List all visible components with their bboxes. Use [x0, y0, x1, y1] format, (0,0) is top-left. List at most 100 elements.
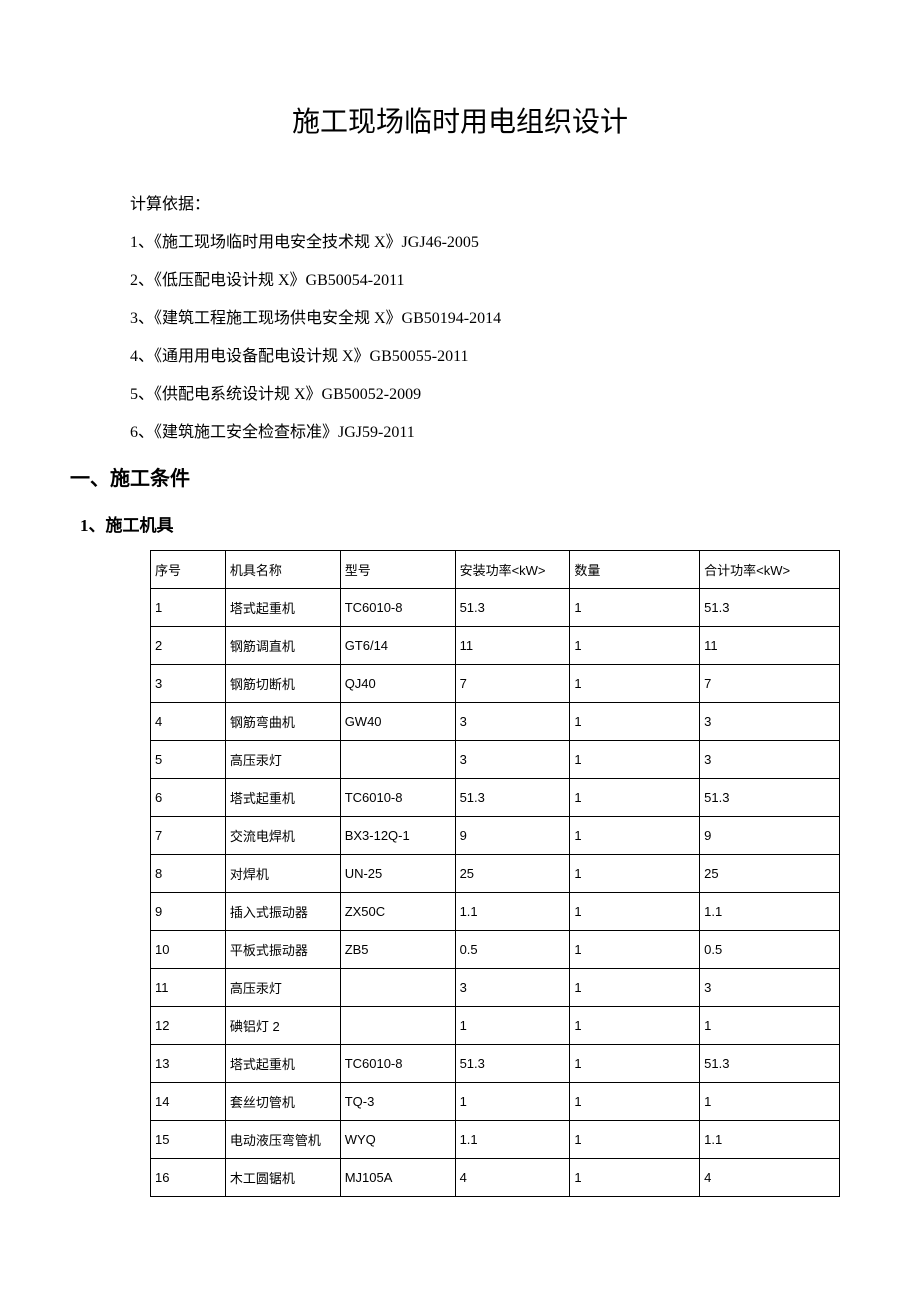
table-cell: 钢筋弯曲机	[225, 703, 340, 741]
table-cell: 1	[570, 779, 700, 817]
table-cell: ZB5	[340, 931, 455, 969]
table-cell: TQ-3	[340, 1083, 455, 1121]
table-cell: 51.3	[455, 589, 570, 627]
table-cell: 电动液压弯管机	[225, 1121, 340, 1159]
table-cell	[340, 1007, 455, 1045]
table-cell: MJ105A	[340, 1159, 455, 1197]
table-cell: 木工圆锯机	[225, 1159, 340, 1197]
table-row: 6塔式起重机TC6010-851.3151.3	[151, 779, 840, 817]
table-row: 15电动液压弯管机WYQ1.111.1	[151, 1121, 840, 1159]
table-cell: 1	[570, 1045, 700, 1083]
table-cell: 3	[455, 741, 570, 779]
table-cell: 碘铝灯 2	[225, 1007, 340, 1045]
table-cell: 3	[455, 969, 570, 1007]
table-cell: 套丝切管机	[225, 1083, 340, 1121]
table-cell: 1.1	[455, 1121, 570, 1159]
table-cell: 塔式起重机	[225, 1045, 340, 1083]
table-cell: 13	[151, 1045, 226, 1083]
table-cell: 51.3	[700, 589, 840, 627]
table-header-row: 序号 机具名称 型号 安装功率<kW> 数量 合计功率<kW>	[151, 551, 840, 589]
basis-label: 计算依据：	[130, 190, 840, 214]
table-cell: TC6010-8	[340, 589, 455, 627]
table-cell: 25	[700, 855, 840, 893]
col-header-qty: 数量	[570, 551, 700, 589]
col-header-total: 合计功率<kW>	[700, 551, 840, 589]
table-cell: 7	[455, 665, 570, 703]
table-cell: 5	[151, 741, 226, 779]
table-cell: UN-25	[340, 855, 455, 893]
table-cell: 12	[151, 1007, 226, 1045]
table-cell: 4	[151, 703, 226, 741]
table-cell: 1	[570, 665, 700, 703]
table-cell: 8	[151, 855, 226, 893]
table-cell: 0.5	[700, 931, 840, 969]
table-cell: TC6010-8	[340, 779, 455, 817]
table-cell: 3	[700, 703, 840, 741]
table-cell: 16	[151, 1159, 226, 1197]
section-1-heading: 一、施工条件	[70, 462, 840, 491]
table-cell: 1	[570, 1159, 700, 1197]
table-cell: 10	[151, 931, 226, 969]
table-cell: BX3-12Q-1	[340, 817, 455, 855]
table-cell: TC6010-8	[340, 1045, 455, 1083]
table-cell: 1	[570, 741, 700, 779]
table-cell: 钢筋切断机	[225, 665, 340, 703]
table-cell: 1	[700, 1007, 840, 1045]
table-cell: GT6/14	[340, 627, 455, 665]
table-row: 11高压汞灯313	[151, 969, 840, 1007]
table-cell: 1	[570, 817, 700, 855]
table-cell: 25	[455, 855, 570, 893]
table-cell: 1	[151, 589, 226, 627]
table-cell: WYQ	[340, 1121, 455, 1159]
table-cell	[340, 741, 455, 779]
table-cell: ZX50C	[340, 893, 455, 931]
table-cell: 塔式起重机	[225, 589, 340, 627]
table-row: 2钢筋调直机GT6/1411111	[151, 627, 840, 665]
table-cell: QJ40	[340, 665, 455, 703]
table-cell: 1	[570, 969, 700, 1007]
table-cell: 9	[455, 817, 570, 855]
table-cell: 6	[151, 779, 226, 817]
col-header-power: 安装功率<kW>	[455, 551, 570, 589]
table-cell: 1	[570, 855, 700, 893]
table-cell: 高压汞灯	[225, 969, 340, 1007]
table-row: 5高压汞灯 313	[151, 741, 840, 779]
table-cell: 高压汞灯	[225, 741, 340, 779]
table-cell: 1	[455, 1083, 570, 1121]
table-cell: 1	[570, 1121, 700, 1159]
table-cell: 1	[570, 627, 700, 665]
basis-item: 5、《供配电系统设计规 X》GB50052-2009	[130, 380, 840, 404]
table-cell: 1	[570, 931, 700, 969]
table-row: 12碘铝灯 2111	[151, 1007, 840, 1045]
table-cell: 4	[455, 1159, 570, 1197]
table-cell: 51.3	[455, 779, 570, 817]
table-row: 4钢筋弯曲机GW40313	[151, 703, 840, 741]
table-cell: 11	[151, 969, 226, 1007]
basis-item: 6、《建筑施工安全检查标准》JGJ59-2011	[130, 418, 840, 442]
basis-item: 1、《施工现场临时用电安全技术规 X》JGJ46-2005	[130, 228, 840, 252]
table-cell: 1.1	[700, 893, 840, 931]
table-cell: 11	[700, 627, 840, 665]
table-cell: 51.3	[700, 779, 840, 817]
table-cell: 7	[700, 665, 840, 703]
table-row: 1塔式起重机TC6010-851.3151.3	[151, 589, 840, 627]
table-row: 10平板式振动器ZB50.510.5	[151, 931, 840, 969]
table-cell: 3	[700, 741, 840, 779]
table-row: 14套丝切管机TQ-3111	[151, 1083, 840, 1121]
table-cell: 1	[455, 1007, 570, 1045]
table-cell: 14	[151, 1083, 226, 1121]
table-cell: 对焊机	[225, 855, 340, 893]
basis-item: 2、《低压配电设计规 X》GB50054-2011	[130, 266, 840, 290]
table-cell: 钢筋调直机	[225, 627, 340, 665]
table-row: 7交流电焊机BX3-12Q-1919	[151, 817, 840, 855]
table-cell: 1.1	[455, 893, 570, 931]
table-cell: 9	[700, 817, 840, 855]
table-cell: 交流电焊机	[225, 817, 340, 855]
table-row: 16木工圆锯机MJ105A414	[151, 1159, 840, 1197]
table-row: 3钢筋切断机QJ40717	[151, 665, 840, 703]
table-cell: 11	[455, 627, 570, 665]
table-cell: 3	[151, 665, 226, 703]
basis-item: 3、《建筑工程施工现场供电安全规 X》GB50194-2014	[130, 304, 840, 328]
equipment-table: 序号 机具名称 型号 安装功率<kW> 数量 合计功率<kW> 1塔式起重机TC…	[150, 550, 840, 1197]
table-cell: 平板式振动器	[225, 931, 340, 969]
